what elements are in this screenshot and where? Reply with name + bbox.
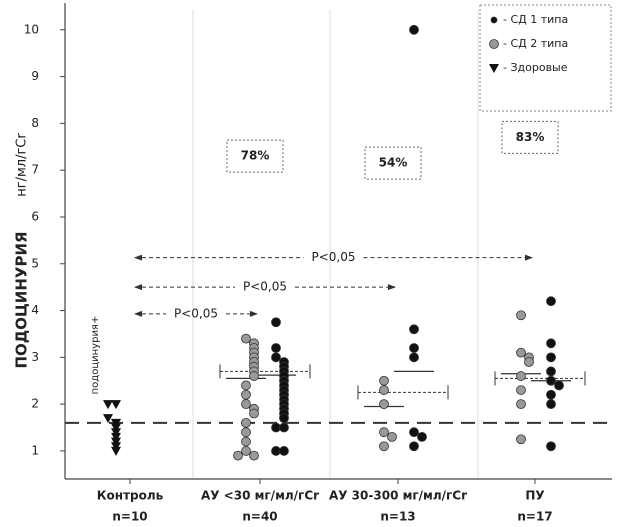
triangle-point xyxy=(111,418,121,428)
percent-box xyxy=(364,146,422,180)
x-tick-label: ПУ xyxy=(525,489,544,503)
y-axis-title: ПОДОЦИНУРИЯ xyxy=(13,231,31,368)
dot-point xyxy=(271,343,281,353)
legend-marker xyxy=(490,16,498,24)
dot-point xyxy=(409,324,419,335)
dot-point xyxy=(524,357,534,367)
percent-label: 54% xyxy=(379,156,408,170)
dot-point xyxy=(409,343,419,353)
dot-point xyxy=(409,427,419,438)
triangle-point xyxy=(111,437,121,447)
dot-point xyxy=(516,371,526,381)
legend-marker xyxy=(489,39,499,49)
comparison-label: P<0,05 xyxy=(243,280,287,294)
y-axis-unit: нг/мл/гCr xyxy=(15,133,30,197)
percent-box xyxy=(501,120,559,154)
dot-point xyxy=(379,427,389,438)
dot-point xyxy=(546,296,556,307)
x-tick-label: АУ 30-300 мг/мл/гCr xyxy=(329,489,467,503)
dot-point xyxy=(233,450,243,461)
dot-point xyxy=(271,317,281,328)
dot-point xyxy=(271,352,281,363)
dot-point xyxy=(417,431,427,442)
dot-point xyxy=(241,333,251,344)
dot-point xyxy=(409,441,419,452)
y-tick-label: 5 xyxy=(31,256,39,270)
triangle-point xyxy=(111,442,121,452)
dot-point xyxy=(409,352,419,363)
dot-point xyxy=(516,399,526,410)
triangle-point xyxy=(103,414,113,424)
y-tick-label: 10 xyxy=(24,22,39,36)
legend-box xyxy=(479,4,612,112)
legend-label: - СД 1 типа xyxy=(503,13,568,26)
x-tick-label: Контроль xyxy=(97,489,164,503)
threshold-label: подоцинурия+ xyxy=(90,316,101,395)
y-tick-label: 3 xyxy=(31,350,39,364)
legend-label: - СД 2 типа xyxy=(503,37,568,50)
percent-label: 83% xyxy=(516,130,545,144)
comparison-label: P<0,05 xyxy=(311,250,355,264)
triangle-point xyxy=(111,446,121,456)
y-tick-label: 2 xyxy=(31,397,39,411)
dot-point xyxy=(279,446,289,456)
legend-marker xyxy=(489,64,499,73)
triangle-point xyxy=(111,428,121,438)
dot-point xyxy=(546,389,556,400)
y-tick-label: 4 xyxy=(31,303,39,317)
y-tick-label: 9 xyxy=(31,69,39,83)
y-tick-label: 7 xyxy=(31,163,39,177)
triangle-point xyxy=(111,423,121,433)
y-tick-label: 6 xyxy=(31,209,39,223)
dot-point xyxy=(387,431,397,442)
dot-point xyxy=(554,380,564,391)
dot-point xyxy=(379,441,389,452)
y-tick-label: 8 xyxy=(31,116,39,130)
legend-label: - Здоровые xyxy=(503,61,568,74)
percent-box xyxy=(226,139,284,173)
dot-point xyxy=(241,446,251,456)
dot-point xyxy=(516,310,526,321)
dot-point xyxy=(279,413,289,424)
comparison-label: P<0,05 xyxy=(174,306,218,320)
dot-point xyxy=(546,366,556,377)
dot-point xyxy=(516,385,526,395)
percent-label: 78% xyxy=(241,149,270,163)
dot-point xyxy=(241,417,251,428)
dot-point xyxy=(279,422,289,433)
count-label: n=10 xyxy=(112,510,147,524)
dot-point xyxy=(249,371,259,381)
dot-point xyxy=(409,24,419,35)
dot-point xyxy=(546,441,556,452)
count-label: n=17 xyxy=(517,510,552,524)
dot-point xyxy=(546,338,556,349)
triangle-point xyxy=(111,400,121,410)
dot-point xyxy=(241,389,251,400)
dot-point xyxy=(516,434,526,445)
dot-point xyxy=(546,399,556,410)
dot-point xyxy=(249,408,259,419)
triangle-point xyxy=(111,432,121,442)
dot-point xyxy=(379,375,389,386)
dot-point xyxy=(379,385,389,395)
triangle-point xyxy=(103,400,113,410)
dot-point xyxy=(546,352,556,363)
count-label: n=13 xyxy=(380,510,415,524)
dot-point xyxy=(379,399,389,410)
x-tick-label: АУ <30 мг/мл/гCr xyxy=(201,489,319,503)
count-label: n=40 xyxy=(242,510,277,524)
y-tick-label: 1 xyxy=(31,443,39,457)
dot-point xyxy=(241,399,251,410)
dot-point xyxy=(546,375,556,386)
dot-point xyxy=(241,427,251,438)
dot-point xyxy=(241,380,251,391)
dot-point xyxy=(249,450,259,461)
dot-point xyxy=(516,347,526,358)
dot-point xyxy=(241,436,251,447)
